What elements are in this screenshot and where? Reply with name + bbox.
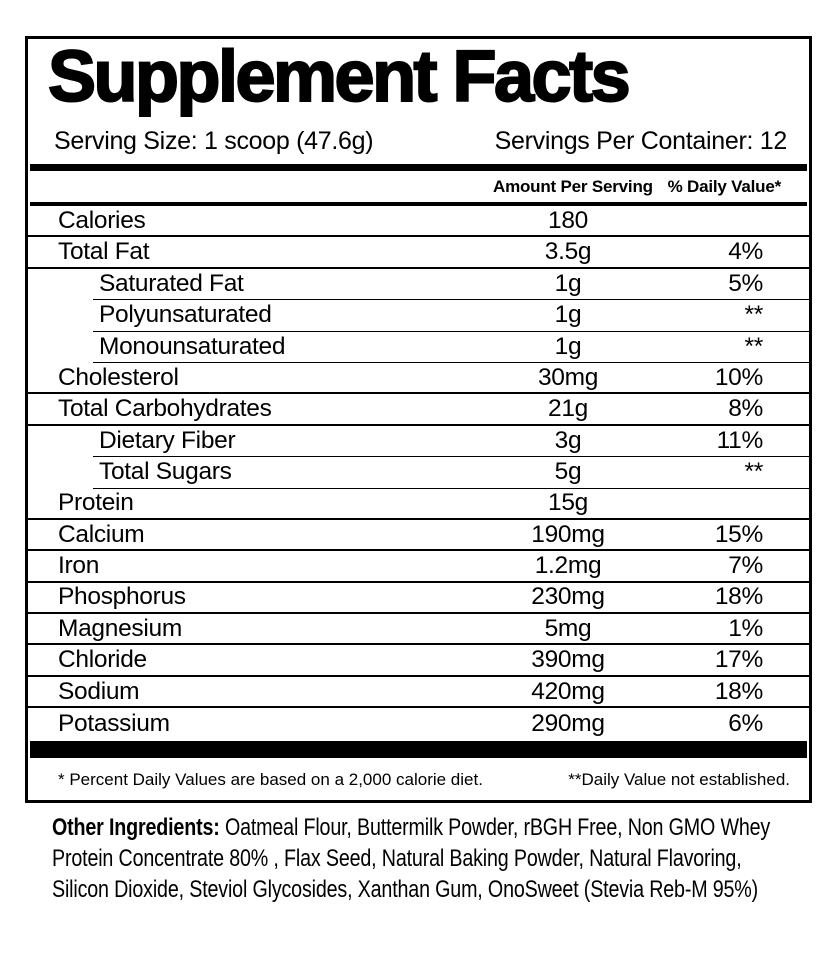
row-dv: ** xyxy=(744,332,764,360)
row-label: Phosphorus xyxy=(58,583,186,611)
row-dv: 6% xyxy=(728,709,763,737)
divider-thick-top xyxy=(30,164,807,171)
table-row: Total Fat 3.5g 4% xyxy=(28,237,809,269)
divider-medium xyxy=(30,202,807,206)
row-label: Magnesium xyxy=(58,614,182,642)
table-row: Cholesterol 30mg 10% xyxy=(28,363,809,395)
other-ingredients: Other Ingredients: Oatmeal Flour, Butter… xyxy=(52,812,791,905)
table-row: Potassium 290mg 6% xyxy=(28,708,809,739)
row-amount: 15g xyxy=(548,489,588,517)
row-label: Iron xyxy=(58,551,100,579)
table-row: Iron 1.2mg 7% xyxy=(28,551,809,583)
row-label: Chloride xyxy=(58,646,147,674)
serving-size-text: Serving Size: 1 scoop (47.6g) xyxy=(54,127,374,155)
row-label: Total Carbohydrates xyxy=(58,395,272,423)
row-label: Potassium xyxy=(58,709,170,737)
row-amount: 1g xyxy=(554,269,582,297)
row-dv: 5% xyxy=(728,269,763,297)
row-dv: 8% xyxy=(728,395,763,423)
row-label: Sodium xyxy=(58,677,140,705)
row-amount: 290mg xyxy=(531,709,605,737)
nutrient-table: Calories 180 Total Fat 3.5g 4% Saturated… xyxy=(28,206,809,740)
other-ingredients-label: Other Ingredients: xyxy=(52,814,220,841)
panel-title: Supplement Facts xyxy=(47,37,632,117)
row-label: Protein xyxy=(58,489,134,517)
footnotes: * Percent Daily Values are based on a 2,… xyxy=(28,758,809,800)
row-dv: 18% xyxy=(714,677,763,705)
table-row: Magnesium 5mg 1% xyxy=(28,614,809,646)
table-row: Protein 15g xyxy=(28,489,809,520)
row-label: Cholesterol xyxy=(58,363,179,391)
row-amount: 1g xyxy=(554,332,582,360)
row-amount: 21g xyxy=(548,395,588,423)
table-row: Calcium 190mg 15% xyxy=(28,520,809,552)
row-label: Saturated Fat xyxy=(99,269,244,297)
row-dv: 7% xyxy=(728,551,763,579)
table-row: Total Sugars 5g ** xyxy=(93,457,809,489)
table-row: Polyunsaturated 1g ** xyxy=(93,300,809,332)
table-row: Sodium 420mg 18% xyxy=(28,677,809,709)
daily-value-header: % Daily Value* xyxy=(667,177,782,196)
row-dv: 11% xyxy=(716,426,764,454)
row-dv: 1% xyxy=(728,614,763,642)
row-label: Total Fat xyxy=(58,238,150,266)
table-row: Total Carbohydrates 21g 8% xyxy=(28,394,809,426)
table-row: Dietary Fiber 3g 11% xyxy=(93,426,809,458)
table-row: Calories 180 xyxy=(28,206,809,238)
row-label: Calories xyxy=(58,206,146,234)
row-amount: 30mg xyxy=(537,363,599,391)
divider-thick-bottom xyxy=(30,740,807,758)
row-label: Monounsaturated xyxy=(99,332,286,360)
row-dv: ** xyxy=(744,301,764,329)
row-amount: 5g xyxy=(554,458,582,486)
not-established-footnote: **Daily Value not established. xyxy=(568,770,790,789)
row-dv: 10% xyxy=(714,363,763,391)
panel-header: Supplement Facts Serving Size: 1 scoop (… xyxy=(28,39,809,158)
row-label: Total Sugars xyxy=(99,458,232,486)
column-headers: Amount Per Serving % Daily Value* xyxy=(28,171,809,202)
serving-info: Serving Size: 1 scoop (47.6g) Servings P… xyxy=(28,127,809,158)
row-amount: 3g xyxy=(554,426,582,454)
row-amount: 3.5g xyxy=(544,238,592,266)
row-dv: 17% xyxy=(714,646,763,674)
row-amount: 190mg xyxy=(531,520,605,548)
table-row: Saturated Fat 1g 5% xyxy=(93,269,809,301)
other-ingredients-text: Oatmeal Flour, Buttermilk Powder, rBGH F… xyxy=(52,814,771,903)
row-dv: 15% xyxy=(714,520,763,548)
row-label: Calcium xyxy=(58,520,145,548)
row-dv: 18% xyxy=(714,583,763,611)
row-label: Polyunsaturated xyxy=(99,301,272,329)
daily-value-footnote: * Percent Daily Values are based on a 2,… xyxy=(58,770,483,789)
row-label: Dietary Fiber xyxy=(99,426,236,454)
row-amount: 390mg xyxy=(531,646,605,674)
table-row: Chloride 390mg 17% xyxy=(28,645,809,677)
row-amount: 5mg xyxy=(544,614,592,642)
row-amount: 180 xyxy=(548,206,588,234)
amount-per-serving-header: Amount Per Serving xyxy=(493,177,653,196)
table-row: Phosphorus 230mg 18% xyxy=(28,583,809,615)
row-dv: ** xyxy=(744,458,764,486)
row-amount: 230mg xyxy=(531,583,605,611)
row-dv: 4% xyxy=(728,238,763,266)
row-amount: 1g xyxy=(554,301,582,329)
supplement-facts-panel: Supplement Facts Serving Size: 1 scoop (… xyxy=(25,36,812,803)
row-amount: 420mg xyxy=(531,677,605,705)
table-row: Monounsaturated 1g ** xyxy=(93,332,809,363)
servings-per-container-text: Servings Per Container: 12 xyxy=(494,127,788,155)
row-amount: 1.2mg xyxy=(534,551,602,579)
